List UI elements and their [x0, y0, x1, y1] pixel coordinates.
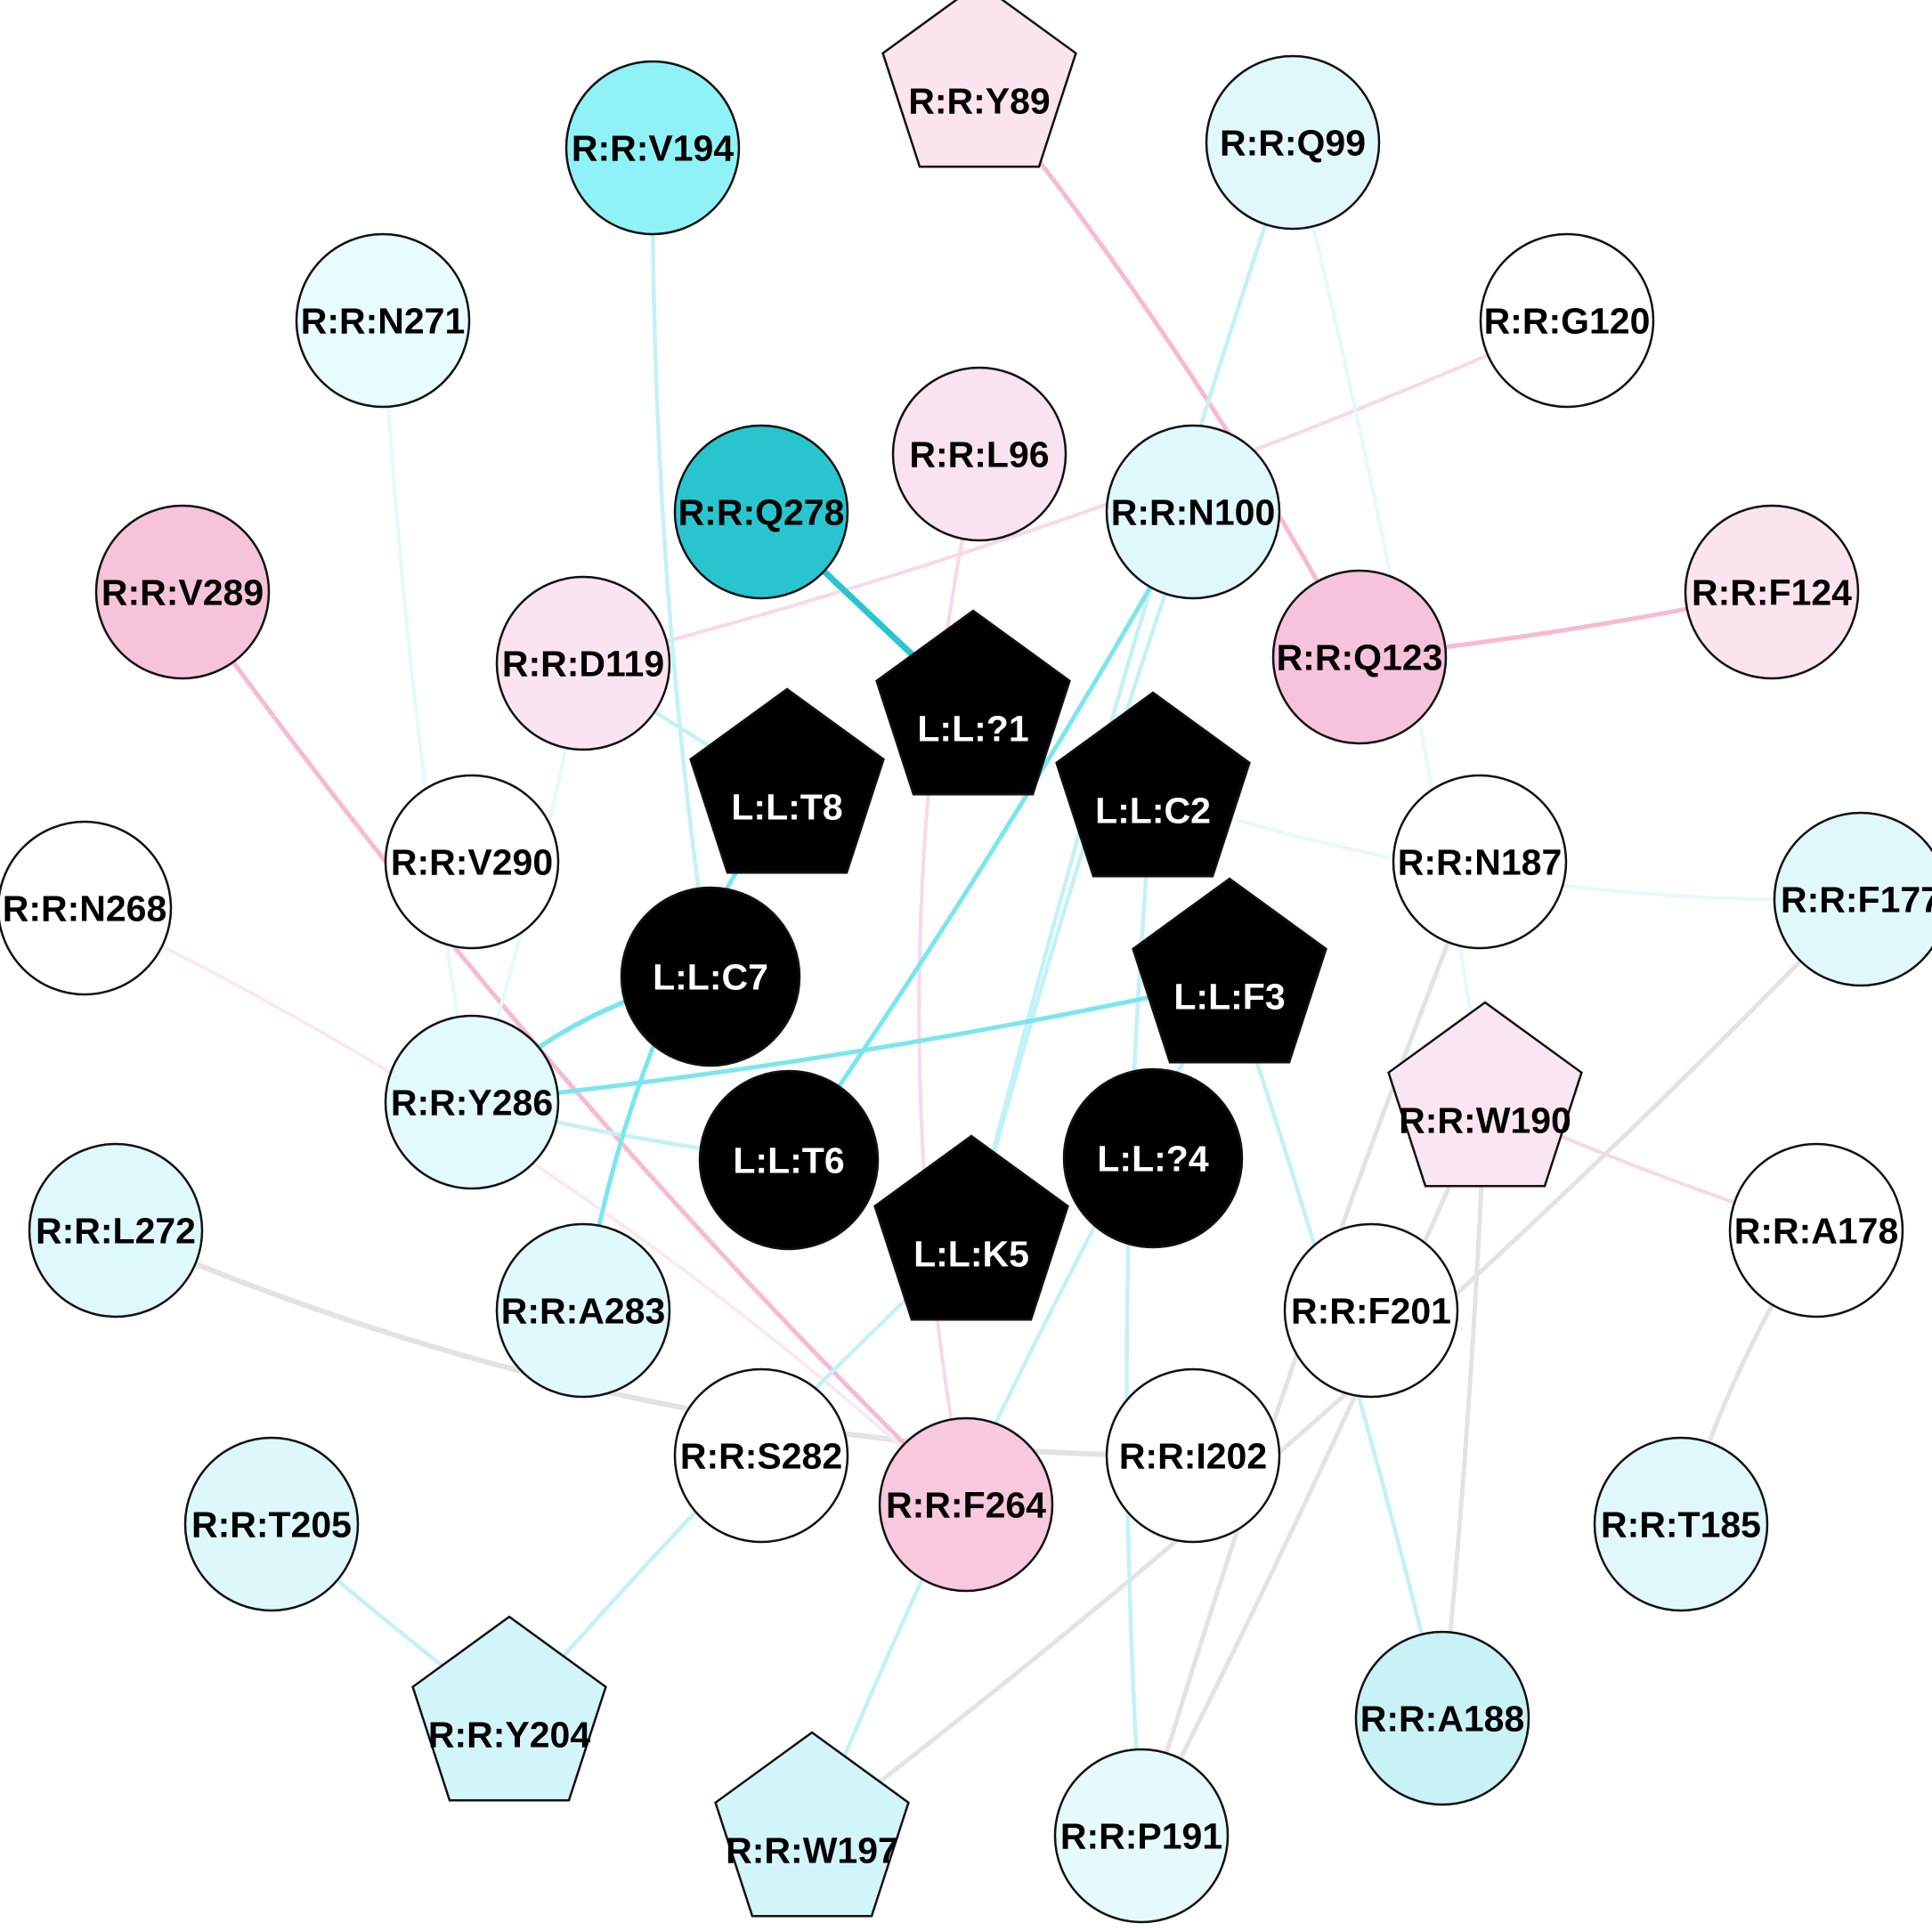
circle-shape [1271, 569, 1448, 745]
circle-shape [495, 1222, 671, 1399]
pentagon-shape [875, 609, 1071, 796]
node-r-r-a178[interactable]: R:R:A178 [1728, 1142, 1904, 1318]
circle-shape [1105, 1367, 1281, 1544]
node-r-r-q123[interactable]: R:R:Q123 [1271, 569, 1448, 745]
circle-shape [1728, 1142, 1904, 1318]
pentagon-shape [1387, 1001, 1583, 1188]
pentagon-shape [881, 0, 1077, 168]
circle-shape [1392, 774, 1568, 950]
edge-r-r-l96--r-r-f264 [917, 452, 981, 1506]
edge-r-r-a188--r-r-w190 [1440, 1101, 1488, 1721]
node-r-r-s282[interactable]: R:R:S282 [673, 1367, 849, 1544]
node-r-r-y89[interactable]: R:R:Y89 [881, 0, 1077, 168]
node-r-r-v290[interactable]: R:R:V290 [384, 774, 560, 950]
edge-r-r-n100--l-l-k5 [969, 509, 1196, 1240]
node-r-r-t205[interactable]: R:R:T205 [183, 1436, 360, 1612]
circle-shape [673, 1367, 849, 1544]
edge-r-r-g120--r-r-d119 [581, 319, 1569, 665]
edge-r-r-n271--r-r-y286 [381, 319, 474, 1104]
node-r-r-n268[interactable]: R:R:N268 [0, 820, 173, 996]
node-r-r-f264[interactable]: R:R:F264 [878, 1416, 1054, 1593]
node-l-l-t8[interactable]: L:L:T8 [689, 687, 885, 874]
circle-shape [1684, 504, 1860, 680]
node-r-r-w197[interactable]: R:R:W197 [714, 1731, 910, 1918]
node-r-r-l96[interactable]: R:R:L96 [891, 366, 1067, 542]
node-r-r-v289[interactable]: R:R:V289 [94, 504, 271, 680]
circle-shape [384, 774, 560, 950]
circle-shape [1593, 1436, 1769, 1612]
node-r-r-p191[interactable]: R:R:P191 [1053, 1748, 1230, 1924]
pentagon-shape [1055, 691, 1251, 878]
node-r-r-y286[interactable]: R:R:Y286 [384, 1014, 560, 1190]
circle-shape [295, 232, 471, 409]
edge-r-r-v289--r-r-f264 [180, 589, 969, 1507]
node-r-r-a188[interactable]: R:R:A188 [1354, 1630, 1530, 1806]
edge-r-r-n268--r-r-f264 [83, 906, 968, 1506]
node-l-l-t6[interactable]: L:L:T6 [698, 1069, 880, 1251]
circle-shape [1105, 424, 1281, 600]
edge-r-r-y286--l-l-f3 [469, 978, 1232, 1105]
circle-shape [620, 886, 801, 1067]
node-r-r-f201[interactable]: R:R:F201 [1283, 1222, 1459, 1399]
circle-shape [495, 575, 671, 751]
circle-shape [384, 1014, 560, 1190]
node-r-r-n271[interactable]: R:R:N271 [295, 232, 471, 409]
node-r-r-f177[interactable]: R:R:F177 [1773, 811, 1932, 987]
node-r-r-t185[interactable]: R:R:T185 [1593, 1436, 1769, 1612]
circle-shape [1479, 232, 1655, 409]
node-r-r-l272[interactable]: R:R:L272 [28, 1142, 204, 1318]
circle-shape [1283, 1222, 1459, 1399]
node-r-r-q278[interactable]: R:R:Q278 [673, 424, 849, 600]
node-r-r-n187[interactable]: R:R:N187 [1392, 774, 1568, 950]
node-l-l-4[interactable]: L:L:?4 [1062, 1067, 1244, 1249]
circle-shape [878, 1416, 1054, 1593]
node-r-r-a283[interactable]: R:R:A283 [495, 1222, 671, 1399]
node-r-r-n100[interactable]: R:R:N100 [1105, 424, 1281, 600]
pentagon-shape [1132, 877, 1327, 1064]
edge-r-r-n100--l-l-t6 [786, 509, 1196, 1163]
pentagon-shape [411, 1615, 607, 1802]
pentagon-shape [714, 1731, 910, 1918]
edge-r-r-q99--l-l-k5 [969, 140, 1295, 1240]
node-l-l-c2[interactable]: L:L:C2 [1055, 691, 1251, 878]
circle-shape [1354, 1630, 1530, 1806]
pentagon-shape [689, 687, 885, 874]
circle-shape [1062, 1067, 1244, 1249]
circle-shape [891, 366, 1067, 542]
circle-shape [1773, 811, 1932, 987]
circle-shape [183, 1436, 360, 1612]
node-r-r-q99[interactable]: R:R:Q99 [1205, 54, 1381, 231]
node-l-l-1[interactable]: L:L:?1 [875, 609, 1071, 796]
node-l-l-f3[interactable]: L:L:F3 [1132, 877, 1327, 1064]
circle-shape [28, 1142, 204, 1318]
pentagon-shape [873, 1134, 1069, 1321]
edge-r-r-w190--r-r-p191 [1139, 1101, 1488, 1838]
circle-shape [698, 1069, 880, 1251]
node-r-r-g120[interactable]: R:R:G120 [1479, 232, 1655, 409]
node-r-r-v194[interactable]: R:R:V194 [564, 60, 741, 236]
circle-shape [673, 424, 849, 600]
circle-shape [564, 60, 741, 236]
edge-r-r-v194--l-l-c7 [650, 145, 713, 979]
node-r-r-f124[interactable]: R:R:F124 [1684, 504, 1860, 680]
circle-shape [94, 504, 271, 680]
node-r-r-i202[interactable]: R:R:I202 [1105, 1367, 1281, 1544]
node-r-r-d119[interactable]: R:R:D119 [495, 575, 671, 751]
circle-shape [1053, 1748, 1230, 1924]
circle-shape [0, 820, 173, 996]
node-l-l-k5[interactable]: L:L:K5 [873, 1134, 1069, 1321]
circle-shape [1205, 54, 1381, 231]
node-l-l-c7[interactable]: L:L:C7 [620, 886, 801, 1067]
node-r-r-w190[interactable]: R:R:W190 [1387, 1001, 1583, 1188]
